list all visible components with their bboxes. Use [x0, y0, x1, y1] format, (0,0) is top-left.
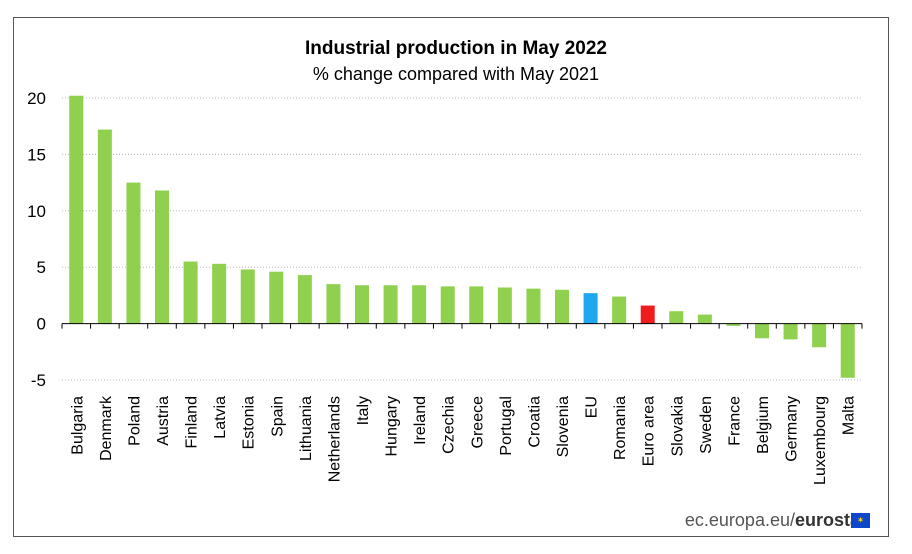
source-credit[interactable]: ec.europa.eu/eurostat	[685, 510, 866, 531]
bar	[583, 293, 598, 324]
bar	[755, 323, 769, 339]
x-tick-label: Germany	[784, 396, 801, 462]
x-tick-label: Belgium	[755, 396, 772, 454]
source-brand: eurostat	[794, 510, 866, 530]
bar	[297, 275, 312, 324]
x-tick-label: Italy	[355, 396, 372, 425]
bar	[155, 190, 169, 324]
source-prefix: ec.europa.eu/	[684, 510, 795, 530]
x-tick-label: Poland	[126, 396, 143, 446]
x-tick-label: Croatia	[526, 396, 543, 448]
x-tick-label: Slovenia	[555, 396, 572, 457]
bar	[383, 285, 398, 324]
bar	[412, 285, 427, 324]
bar	[497, 287, 512, 324]
x-tick-label: Sweden	[698, 396, 715, 454]
bar	[726, 323, 741, 326]
x-tick-label: Malta	[841, 396, 858, 435]
bar	[440, 286, 455, 324]
bar	[183, 261, 198, 324]
y-tick-label: 5	[37, 258, 46, 277]
bar	[269, 271, 284, 324]
bar	[355, 285, 369, 324]
chart-frame	[13, 17, 889, 537]
bar	[212, 263, 227, 324]
bar	[612, 296, 627, 324]
x-tick-label: Hungary	[384, 396, 401, 456]
bar	[697, 314, 712, 324]
chart-subtitle: % change compared with May 2021	[312, 64, 600, 84]
y-tick-label: 15	[27, 145, 46, 164]
x-tick-label: Slovakia	[669, 396, 686, 457]
y-tick-label: 0	[37, 315, 46, 334]
bar	[640, 305, 655, 324]
x-tick-label: Portugal	[498, 396, 515, 456]
y-tick-label: 10	[27, 202, 46, 221]
x-tick-label: Greece	[469, 396, 486, 449]
x-tick-label: Ireland	[412, 396, 429, 445]
bar	[240, 269, 255, 324]
bar	[69, 95, 84, 324]
x-tick-label: EU	[584, 396, 601, 418]
x-tick-label: Czechia	[441, 396, 458, 454]
bar	[326, 284, 341, 324]
x-tick-label: Austria	[155, 396, 172, 446]
x-tick-label: Lithuania	[298, 396, 315, 461]
x-tick-label: Latvia	[212, 396, 229, 439]
x-tick-label: France	[726, 396, 743, 446]
chart-title: Industrial production in May 2022	[305, 38, 607, 59]
x-tick-label: Spain	[269, 396, 286, 437]
x-tick-label: Denmark	[98, 395, 115, 461]
x-tick-label: Estonia	[241, 396, 258, 449]
bar	[783, 323, 798, 340]
bar	[812, 323, 827, 348]
bar	[97, 129, 112, 324]
x-tick-label: Bulgaria	[69, 396, 86, 455]
bar	[840, 323, 855, 378]
x-tick-label: Netherlands	[326, 396, 343, 482]
bar	[126, 182, 141, 324]
bar	[669, 311, 684, 324]
bar	[469, 286, 484, 324]
y-tick-label: -5	[31, 371, 46, 390]
x-tick-label: Romania	[612, 396, 629, 460]
x-tick-label: Finland	[184, 396, 201, 448]
x-tick-label: Luxembourg	[812, 396, 829, 485]
bar	[526, 288, 541, 324]
x-tick-label: Euro area	[641, 396, 658, 466]
bar	[555, 289, 569, 324]
eu-flag-icon: ✶	[851, 513, 870, 528]
y-tick-label: 20	[27, 89, 46, 108]
